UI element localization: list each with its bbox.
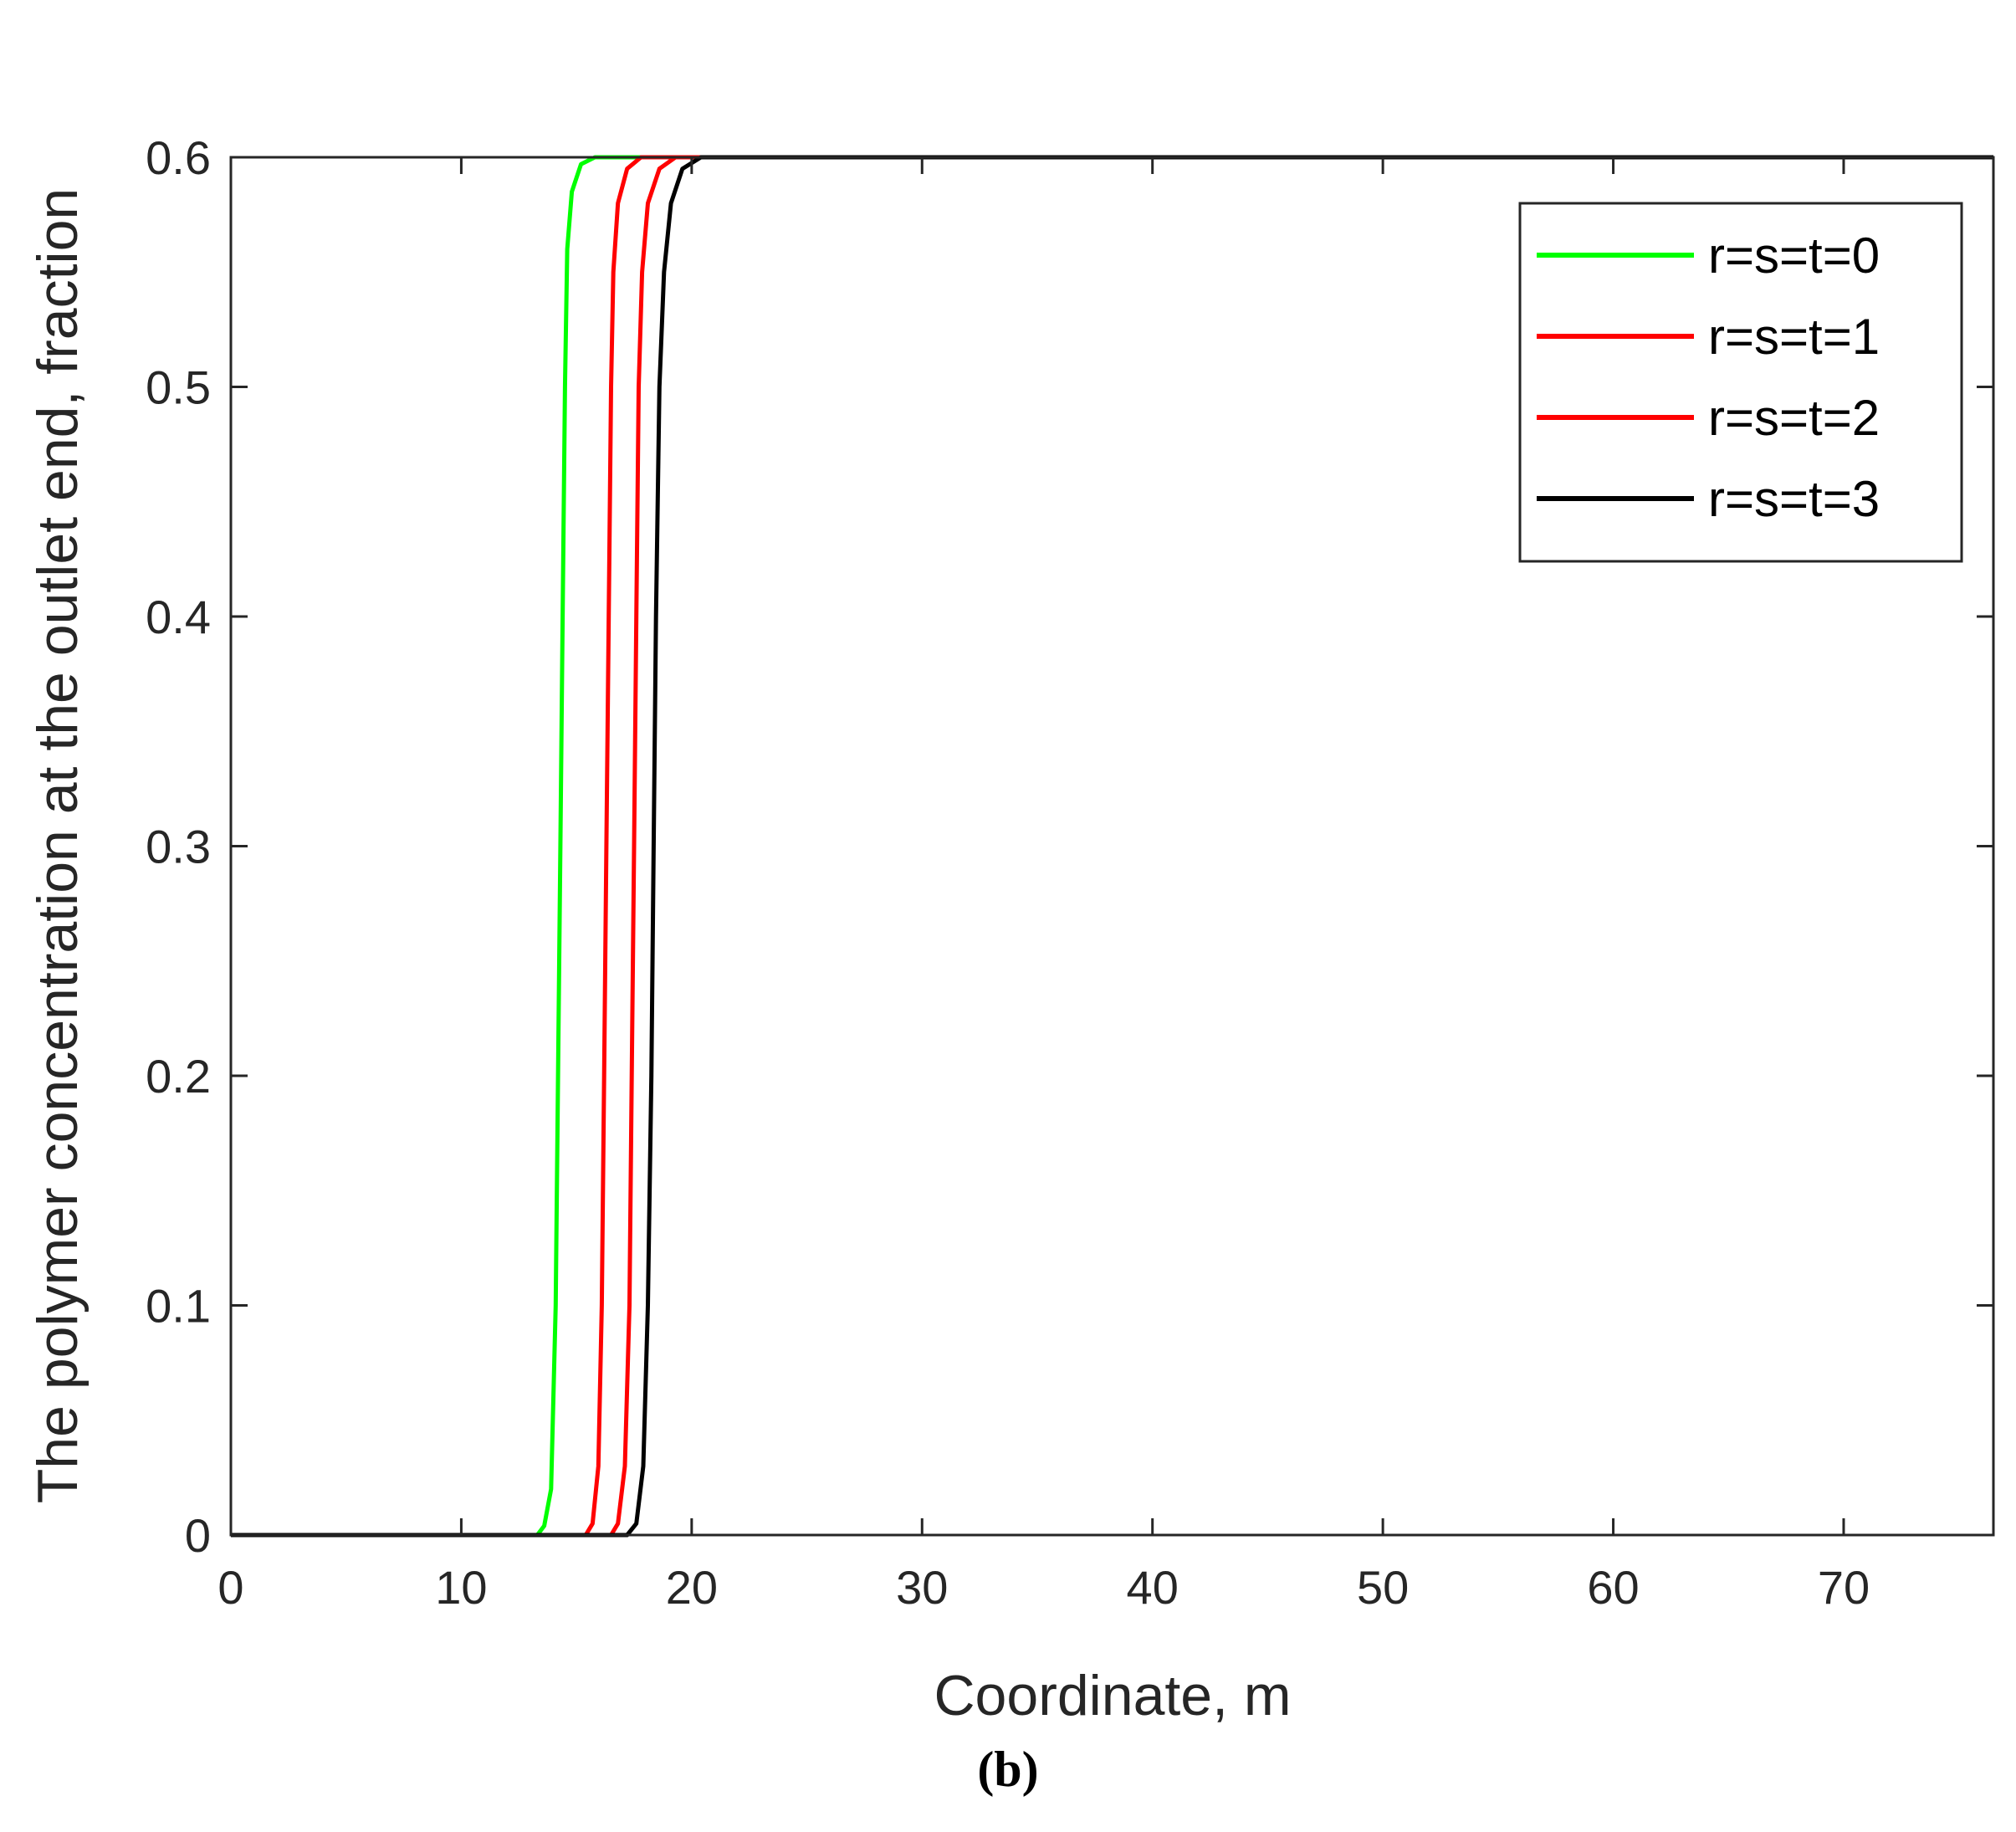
x-tick-label: 60 [1587, 1561, 1639, 1614]
legend-box [1518, 202, 1963, 563]
x-axis-label: Coordinate, m [934, 1664, 1291, 1727]
legend-label: r=s=t=3 [1708, 471, 1880, 527]
legend: r=s=t=0 r=s=t=1 r=s=t=2 r=s=t=3 [1518, 202, 1963, 563]
x-tick-label: 40 [1127, 1561, 1179, 1614]
series-line-1 [231, 155, 1993, 1538]
y-tick-label: 0.5 [146, 361, 211, 414]
y-axis-ticks: 0 0.1 0.2 0.3 0.4 0.5 0.6 [146, 131, 1993, 1562]
y-tick-label: 0.2 [146, 1050, 211, 1103]
x-tick-label: 20 [666, 1561, 718, 1614]
y-axis-label: The polymer concentration at the outlet … [26, 188, 90, 1503]
y-tick-label: 0 [185, 1509, 211, 1562]
figure-caption: (b) [977, 1742, 1038, 1797]
series-line-2 [231, 155, 1993, 1538]
x-tick-label: 10 [435, 1561, 487, 1614]
x-axis-ticks: 0 10 20 30 40 50 60 70 [217, 157, 1870, 1614]
series-line-0 [231, 155, 1993, 1538]
x-tick-label: 70 [1818, 1561, 1870, 1614]
plot-series [231, 155, 1993, 1538]
y-tick-label: 0.6 [146, 131, 211, 184]
series-line-3 [231, 155, 1993, 1538]
legend-label: r=s=t=2 [1708, 390, 1880, 446]
x-tick-label: 0 [217, 1561, 243, 1614]
y-tick-label: 0.4 [146, 591, 211, 643]
legend-label: r=s=t=1 [1708, 309, 1880, 365]
x-tick-label: 50 [1357, 1561, 1409, 1614]
x-tick-label: 30 [896, 1561, 948, 1614]
y-tick-label: 0.1 [146, 1280, 211, 1333]
y-tick-label: 0.3 [146, 821, 211, 873]
legend-label: r=s=t=0 [1708, 228, 1880, 284]
